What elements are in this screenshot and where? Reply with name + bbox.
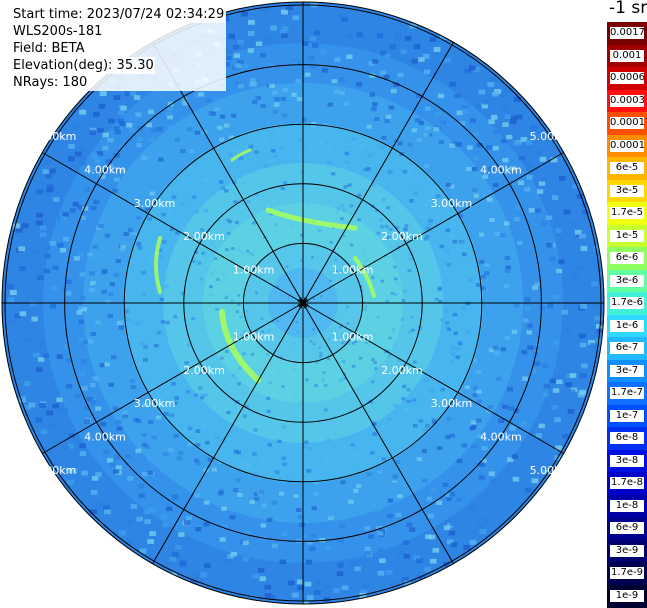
ring-label-2-0: 2.00km (183, 230, 225, 243)
backscatter-filament-3 (353, 256, 376, 298)
backscatter-filament-0 (219, 309, 261, 383)
azimuth-spoke-4 (152, 302, 304, 564)
colorbar-tick-label: 0.0001 (610, 139, 645, 152)
range-grid (1, 1, 605, 605)
ring-label-4-3: 4.00km (480, 431, 522, 444)
ring-label-1-1: 1.00km (332, 264, 374, 277)
instrument-label: WLS200s-181 (12, 23, 104, 40)
colorbar-tick-label: 3e-8 (610, 454, 644, 467)
colorbar-tick-label: 6e-7 (610, 342, 644, 355)
colorbar-tick-label: 6e-6 (610, 252, 644, 265)
ring-label-4-2: 4.00km (84, 431, 126, 444)
colorbar-tick-label: 1.7e-8 (610, 477, 644, 490)
colorbar-tick-label: 3e-5 (610, 184, 644, 197)
ring-label-1-0: 1.00km (233, 264, 275, 277)
ring-label-4-0: 4.00km (84, 164, 126, 177)
colorbar-tick-label: 1.7e-5 (610, 207, 644, 220)
colorbar-tick-label: 1e-9 (610, 589, 644, 602)
ring-label-5-2: 5.00km (35, 464, 77, 477)
nrays-label: NRays: 180 (12, 74, 89, 91)
azimuth-spoke-2 (302, 302, 454, 564)
center-mark-15 (302, 300, 309, 304)
colorbar-tick-label: 0.0006 (610, 72, 645, 85)
colorbar-tick-label: 6e-8 (610, 432, 644, 445)
azimuth-spoke-10 (302, 42, 454, 304)
colorbar-tick-label: 0.0017 (610, 27, 645, 40)
azimuth-spoke-1 (302, 302, 564, 454)
colorbar-tick-label: 3e-9 (610, 544, 644, 557)
ring-label-3-3: 3.00km (431, 397, 473, 410)
ring-label-4-1: 4.00km (480, 164, 522, 177)
colorbar-tick-label: 0.0003 (610, 94, 645, 107)
range-ring-labels: 1.00km 1.00km 1.00km 1.00km 2.00km 2.00km 2.00… (35, 130, 571, 477)
ring-label-1-3: 1.00km (332, 330, 374, 343)
colorbar-tick-label: 1.7e-9 (610, 567, 644, 580)
backscatter-filament-2 (265, 207, 358, 231)
field-label: Field: BETA (12, 40, 86, 57)
ring-label-5-1: 5.00km (530, 130, 572, 143)
colorbar-tick-label: 0.00017 (610, 117, 647, 130)
colorbar-tick-label: 1e-5 (610, 229, 644, 242)
colorbar-tick-label: 3e-6 (610, 274, 644, 287)
colorbar-tick-label: 6e-9 (610, 522, 644, 535)
ring-label-3-1: 3.00km (431, 197, 473, 210)
backscatter-filament-1 (154, 236, 162, 294)
ring-label-1-2: 1.00km (233, 330, 275, 343)
ring-label-2-3: 2.00km (381, 364, 423, 377)
colorbar-tick-label: 1e-7 (610, 409, 644, 422)
colorbar: 0.0017 0.001 0.0006 0.0003 0.00017 0.0001 6e-5… (607, 22, 647, 608)
ring-label-3-0: 3.00km (134, 197, 176, 210)
colorbar-tick-label: 6e-5 (610, 162, 644, 175)
azimuth-spoke-11 (302, 152, 564, 304)
scan-info-panel: Start time: 2023/07/24 02:34:29 WLS200s-… (11, 6, 227, 91)
elevation-label: Elevation(deg): 35.30 (12, 57, 155, 74)
backscatter-filament-4 (230, 148, 252, 162)
start-time-label: Start time: 2023/07/24 02:34:29 (12, 6, 226, 23)
colorbar-units: -1 sr-1 (607, 0, 647, 18)
ring-label-3-2: 3.00km (134, 397, 176, 410)
radar-ppi-plot: 1.00km 1.00km 1.00km 1.00km 2.00km 2.00km 2.00… (1, 1, 605, 605)
colorbar-tick-label: 1e-6 (610, 319, 644, 332)
ring-label-5-0: 5.00km (35, 130, 77, 143)
ring-label-2-2: 2.00km (183, 364, 225, 377)
colorbar-tick-label: 1.7e-6 (610, 297, 644, 310)
azimuth-spoke-7 (42, 152, 304, 304)
ring-label-2-1: 2.00km (381, 230, 423, 243)
colorbar-tick-label: 1.7e-7 (610, 387, 644, 400)
colorbar-tick-label: 1e-8 (610, 499, 644, 512)
azimuth-spoke-5 (42, 302, 304, 454)
colorbar-tick-label: 3e-7 (610, 364, 644, 377)
colorbar-tick-label: 0.001 (610, 49, 644, 62)
ring-label-5-3: 5.00km (530, 464, 572, 477)
